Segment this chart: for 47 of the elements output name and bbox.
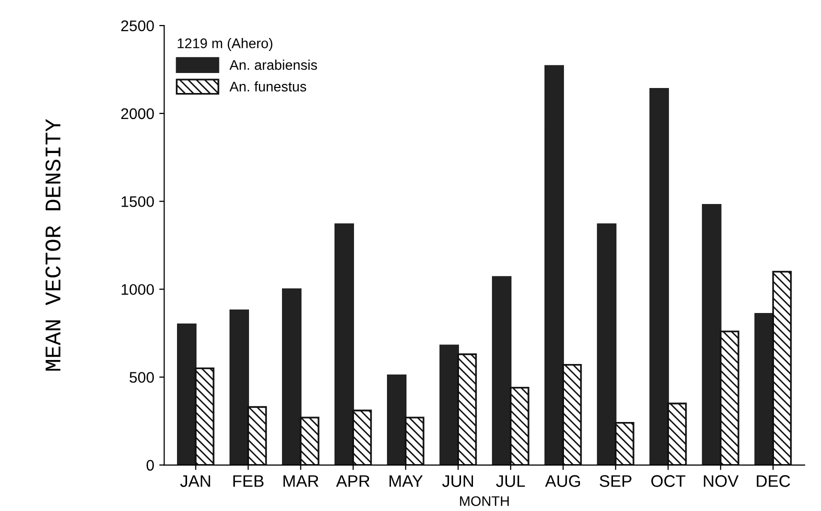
x-tick-label: MAR bbox=[284, 475, 318, 487]
bar bbox=[596, 223, 616, 466]
y-tick-label: 2500 bbox=[121, 20, 154, 32]
x-tick-label: APR bbox=[336, 475, 370, 487]
bar bbox=[492, 276, 512, 466]
y-tick-label: 500 bbox=[130, 372, 154, 383]
y-tick-label: 1500 bbox=[122, 196, 154, 208]
bar bbox=[194, 367, 214, 466]
bar bbox=[386, 374, 406, 466]
x-tick-label: DEC bbox=[756, 475, 790, 487]
bar bbox=[772, 270, 792, 466]
bar bbox=[352, 410, 372, 466]
x-tick-label: JAN bbox=[180, 475, 210, 487]
bar bbox=[649, 88, 669, 466]
legend-label: An. funestus bbox=[230, 81, 306, 92]
x-tick-label: MAY bbox=[390, 475, 423, 487]
bar bbox=[667, 402, 687, 466]
x-tick-label: NOV bbox=[704, 475, 739, 487]
x-tick-label: OCT bbox=[651, 475, 686, 487]
bar bbox=[177, 324, 197, 466]
bar bbox=[510, 386, 530, 466]
x-axis-title: MONTH bbox=[460, 496, 509, 506]
x-tick-label: FEB bbox=[233, 475, 264, 487]
bar bbox=[614, 422, 634, 466]
bar bbox=[334, 223, 354, 466]
bar bbox=[247, 406, 267, 466]
bar bbox=[702, 204, 722, 466]
bar bbox=[439, 344, 459, 466]
y-tick-label: 1000 bbox=[122, 284, 154, 295]
bar bbox=[544, 65, 564, 466]
bar bbox=[300, 416, 320, 466]
x-tick-label: JUN bbox=[442, 475, 473, 487]
x-tick-label: SEP bbox=[600, 475, 632, 487]
x-tick-label: JUL bbox=[496, 475, 525, 487]
y-axis-title: MEAN VECTOR DENSITY bbox=[45, 119, 61, 371]
bar bbox=[404, 416, 424, 466]
y-tick-label: 0 bbox=[146, 460, 154, 471]
x-tick-label: AUG bbox=[545, 475, 580, 487]
bar bbox=[230, 309, 250, 466]
bar bbox=[754, 313, 774, 466]
bar bbox=[457, 353, 477, 466]
bar bbox=[562, 364, 582, 466]
bar bbox=[282, 288, 302, 466]
legend-title: 1219 m (Ahero) bbox=[178, 38, 272, 51]
y-tick-label: 2000 bbox=[121, 108, 154, 120]
bar bbox=[720, 330, 740, 466]
legend-label: An. arabiensis bbox=[230, 60, 317, 70]
